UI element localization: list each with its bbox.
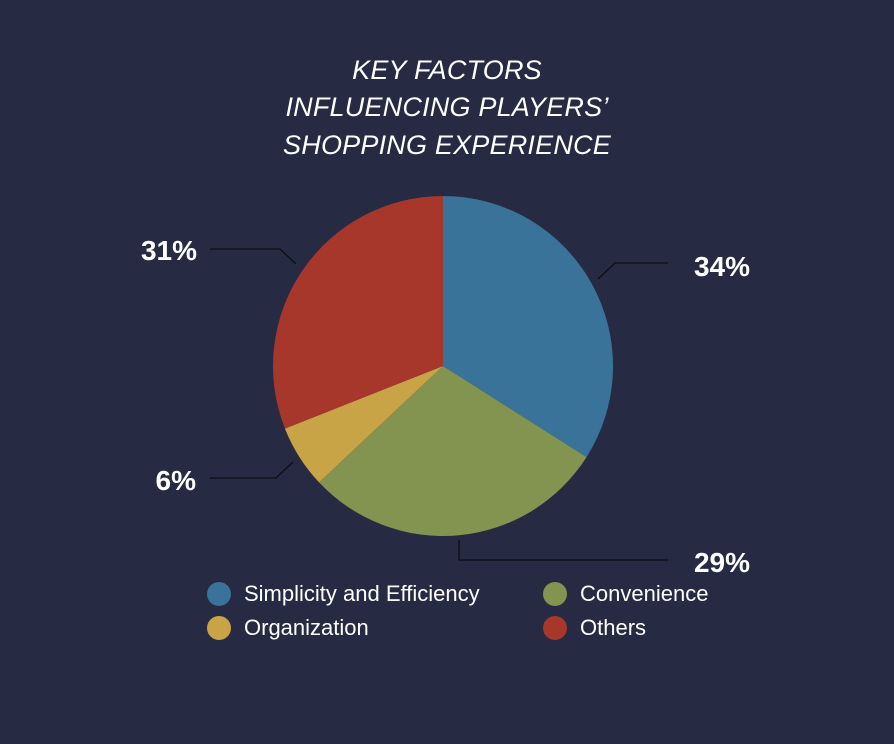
data-label-simplicity-and-efficiency: 34% (694, 251, 750, 282)
chart-title-line-1: KEY FACTORS (352, 55, 542, 85)
leader-line-organization (210, 461, 294, 479)
legend-item-convenience: Convenience (543, 579, 708, 609)
leader-line-simplicity-and-efficiency (597, 262, 668, 280)
leader-line-others (210, 248, 297, 265)
legend-label-others: Others (580, 615, 647, 640)
legend-label-simplicity-and-efficiency: Simplicity and Efficiency (244, 581, 480, 606)
legend-item-organization: Organization (207, 613, 369, 643)
legend-swatch-simplicity-and-efficiency (207, 582, 231, 606)
pie-slice-simplicity-and-efficiency (443, 196, 614, 458)
pie-slice-others (273, 196, 443, 429)
legend-item-others: Others (543, 613, 646, 643)
data-label-organization: 6% (156, 465, 197, 496)
legend-label-organization: Organization (244, 615, 369, 640)
legend-swatch-others (543, 616, 567, 640)
legend-item-simplicity-and-efficiency: Simplicity and Efficiency (207, 579, 480, 609)
chart-title-line-3: SHOPPING EXPERIENCE (283, 130, 611, 160)
data-label-others: 31% (141, 235, 197, 266)
pie-slice-organization (284, 366, 443, 483)
leader-line-convenience (458, 540, 668, 561)
legend-swatch-organization (207, 616, 231, 640)
data-label-convenience: 29% (694, 547, 750, 578)
pie-slice-convenience (319, 366, 587, 536)
legend-label-convenience: Convenience (580, 581, 709, 606)
legend-swatch-convenience (543, 582, 567, 606)
chart-title-line-2: INFLUENCING PLAYERS’ (285, 92, 609, 122)
